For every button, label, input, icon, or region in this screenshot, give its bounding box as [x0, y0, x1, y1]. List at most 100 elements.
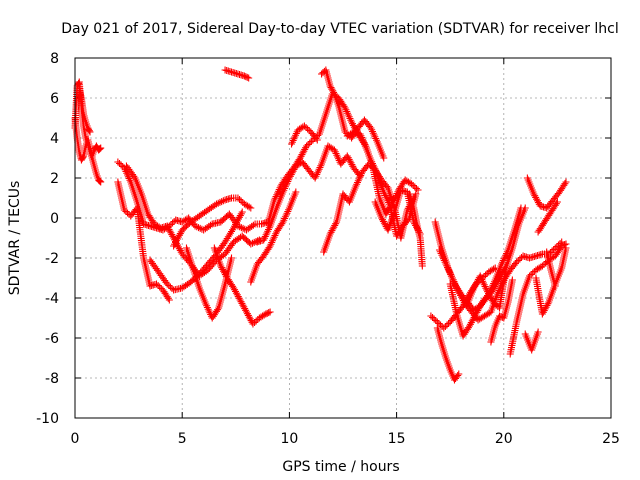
data-point: [435, 320, 443, 327]
data-point: [302, 124, 310, 131]
data-point: [236, 212, 244, 220]
data-track: [288, 122, 321, 148]
data-point: [117, 161, 125, 169]
data-point: [492, 301, 500, 309]
data-point: [266, 242, 274, 250]
data-point: [193, 223, 201, 231]
data-point: [79, 153, 87, 161]
data-point: [360, 139, 368, 147]
y-tick-label: 0: [50, 211, 59, 227]
data-point: [443, 262, 451, 270]
data-point: [315, 165, 323, 173]
data-point: [270, 196, 278, 204]
data-point: [194, 224, 202, 232]
data-track: [463, 204, 529, 312]
data-track: [521, 328, 542, 354]
data-point: [175, 245, 183, 253]
data-point: [561, 241, 569, 249]
data-track: [71, 114, 105, 164]
data-point: [95, 145, 103, 153]
x-tick-label: 20: [495, 431, 513, 447]
data-point: [304, 141, 312, 148]
data-point: [455, 370, 463, 378]
data-point: [477, 274, 485, 282]
data-point: [327, 84, 335, 92]
data-point: [480, 281, 488, 289]
data-point: [326, 82, 334, 90]
data-point: [260, 236, 268, 244]
data-point: [448, 274, 456, 282]
data-point: [444, 264, 452, 271]
data-point: [228, 240, 236, 248]
data-point: [369, 129, 377, 137]
data-point: [172, 237, 180, 245]
data-point: [313, 136, 321, 144]
data-point: [534, 328, 542, 336]
data-point: [288, 138, 296, 146]
data-point: [303, 142, 311, 150]
data-point: [440, 255, 447, 263]
data-point: [280, 216, 288, 224]
data-point: [355, 175, 363, 183]
data-point: [243, 73, 251, 81]
data-point: [357, 132, 365, 140]
data-point: [279, 188, 287, 196]
data-point: [292, 130, 300, 137]
data-point: [353, 180, 361, 188]
data-point: [269, 235, 277, 243]
data-point: [95, 177, 103, 185]
data-point: [516, 255, 524, 263]
data-point: [358, 134, 366, 141]
data-point: [478, 276, 486, 283]
data-point: [501, 253, 509, 261]
plot-frame: [74, 57, 612, 419]
data-point: [551, 282, 559, 290]
data-point: [542, 259, 550, 267]
data-point: [330, 88, 338, 96]
data-point: [260, 234, 268, 242]
data-point: [213, 200, 221, 208]
data-point: [75, 79, 83, 87]
data-point: [494, 288, 502, 296]
data-point: [341, 104, 349, 112]
data-point: [317, 162, 325, 170]
data-markers: [71, 66, 570, 384]
data-point: [97, 178, 105, 186]
data-point: [237, 224, 245, 232]
data-point: [237, 197, 245, 205]
data-point: [271, 232, 279, 239]
data-point: [445, 267, 453, 275]
data-point: [445, 320, 453, 327]
data-track: [343, 128, 422, 218]
data-point: [214, 306, 222, 314]
data-point: [544, 300, 552, 308]
data-point: [441, 258, 449, 266]
data-point: [488, 283, 496, 291]
data-point: [247, 240, 255, 248]
data-point: [234, 215, 242, 223]
data-point: [203, 302, 211, 310]
data-point: [281, 215, 289, 222]
data-point: [238, 208, 246, 216]
data-point: [440, 324, 448, 332]
data-point: [489, 281, 497, 289]
data-point: [235, 213, 243, 221]
data-point: [552, 200, 560, 208]
data-point: [479, 277, 487, 285]
data-point: [476, 272, 484, 280]
data-point: [373, 136, 380, 144]
data-point: [312, 172, 320, 180]
data-point: [334, 153, 342, 161]
x-axis-label: GPS time / hours: [282, 459, 399, 475]
data-point: [312, 134, 320, 142]
data-point: [292, 188, 300, 196]
data-point: [268, 239, 276, 246]
data-point: [430, 315, 438, 323]
data-point: [436, 248, 444, 256]
data-point: [205, 307, 213, 315]
data-point: [427, 312, 435, 320]
data-point: [553, 198, 561, 206]
data-point: [85, 127, 93, 135]
data-point: [249, 239, 257, 247]
